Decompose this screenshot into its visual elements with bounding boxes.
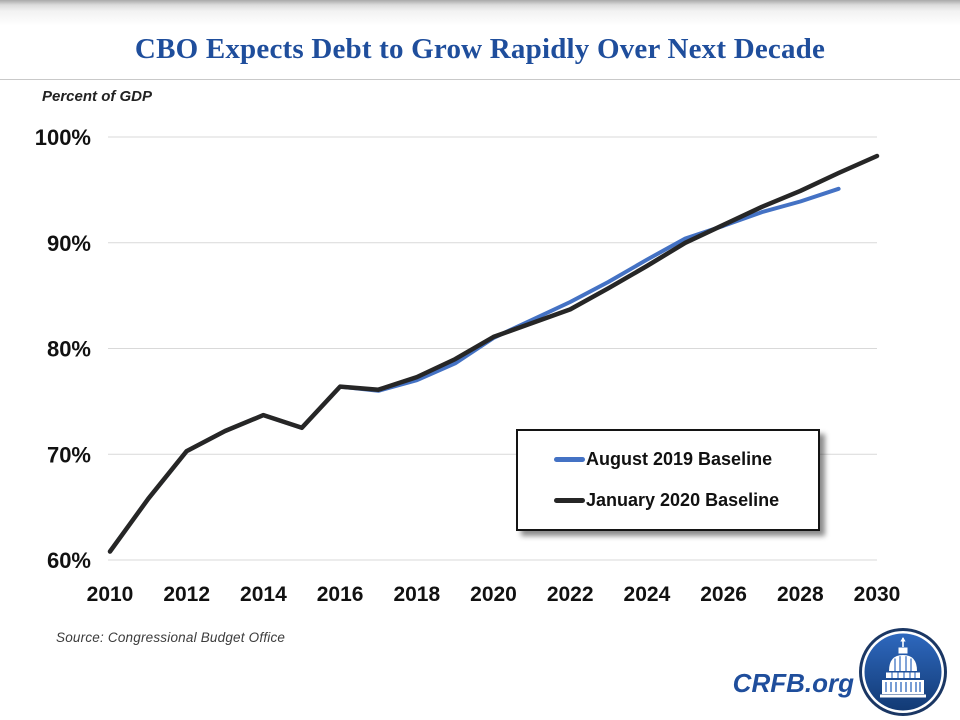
legend-label: January 2020 Baseline <box>586 490 780 510</box>
source-note: Source: Congressional Budget Office <box>56 630 286 645</box>
x-tick-label: 2024 <box>624 583 671 606</box>
legend-label: August 2019 Baseline <box>586 449 773 469</box>
x-tick-label: 2022 <box>547 583 594 606</box>
x-tick-label: 2020 <box>470 583 517 606</box>
crfb-org-link[interactable]: CRFB.org <box>732 668 854 698</box>
series-line-january-2020-baseline <box>107 153 880 554</box>
y-tick-label: 90% <box>47 231 91 256</box>
x-tick-label: 2026 <box>700 583 747 606</box>
page-title: CBO Expects Debt to Grow Rapidly Over Ne… <box>134 33 826 65</box>
legend: August 2019 Baseline January 2020 Baseli… <box>516 429 820 531</box>
x-tick-label: 2014 <box>240 583 287 606</box>
x-tick-label: 2012 <box>163 583 210 606</box>
y-tick-label: 60% <box>47 548 91 573</box>
y-tick-label: 80% <box>47 337 91 362</box>
y-axis-unit-label: Percent of GDP <box>42 88 153 105</box>
capitol-dome-icon <box>859 628 947 716</box>
legend-item-january-2020: January 2020 Baseline <box>554 490 818 511</box>
legend-item-august-2019: August 2019 Baseline <box>554 449 818 470</box>
y-tick-label: 100% <box>35 125 91 150</box>
january-2020-line-swatch-icon <box>554 498 585 503</box>
august-2019-line-swatch-icon <box>554 457 585 462</box>
header-band <box>0 0 960 80</box>
x-tick-label: 2028 <box>777 583 824 606</box>
x-tick-label: 2030 <box>854 583 901 606</box>
y-tick-label: 70% <box>47 442 91 467</box>
x-tick-label: 2018 <box>393 583 440 606</box>
x-tick-label: 2016 <box>317 583 364 606</box>
x-tick-label: 2010 <box>87 583 134 606</box>
